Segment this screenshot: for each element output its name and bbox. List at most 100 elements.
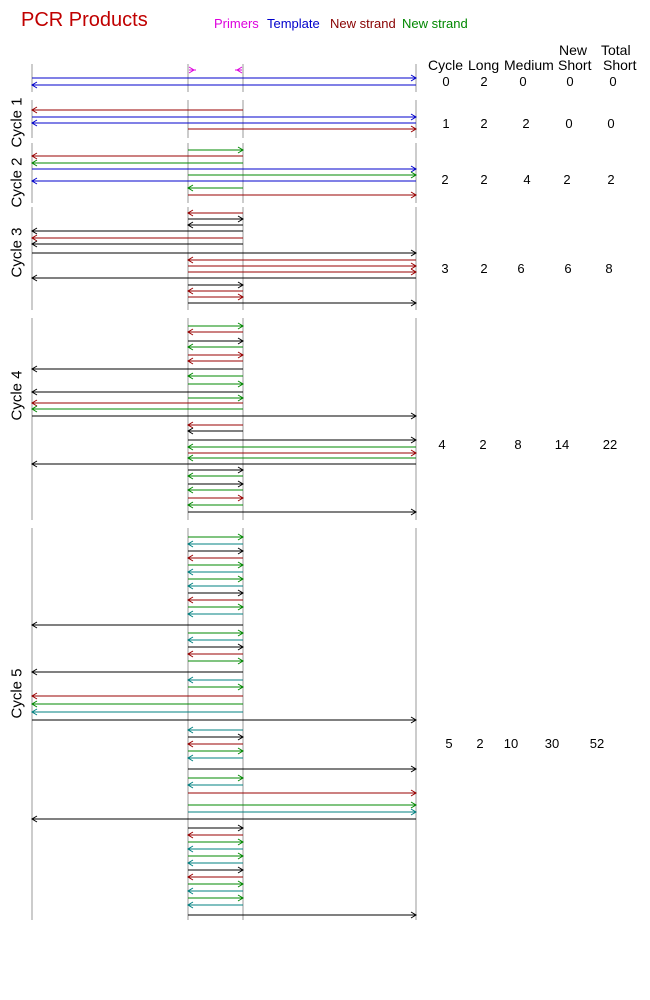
- strand-arrowhead: [187, 859, 194, 867]
- strand-arrowhead: [187, 726, 194, 734]
- cell-long-row-1: 2: [480, 116, 488, 131]
- strand-arrowhead: [237, 466, 244, 474]
- strand-arrowhead: [31, 388, 38, 396]
- cell-cycle-row-3: 3: [441, 261, 449, 276]
- cell-medium-row-3: 6: [517, 261, 525, 276]
- cell-cycle-row-4: 4: [438, 437, 446, 452]
- strand-arrowhead: [410, 268, 417, 276]
- header-total-short-bottom: Short: [603, 57, 637, 73]
- cell-new-short-row-5: 30: [544, 736, 560, 751]
- strand-arrowhead: [237, 575, 244, 583]
- strand-arrowhead: [187, 831, 194, 839]
- cell-medium-row-0: 0: [519, 74, 527, 89]
- strand-arrowhead: [31, 621, 38, 629]
- strand-arrowhead: [187, 328, 194, 336]
- cell-medium-row-2: 4: [523, 172, 531, 187]
- cell-long-row-5: 2: [476, 736, 484, 751]
- header-new-short-bottom: Short: [558, 57, 592, 73]
- strand-arrowhead: [187, 887, 194, 895]
- cycle-5-label: Cycle 5: [8, 668, 26, 719]
- strand-arrowhead: [410, 808, 417, 816]
- cell-cycle-row-2: 2: [441, 172, 449, 187]
- cell-new-short-row-1: 0: [565, 116, 573, 131]
- strand-arrowhead: [187, 472, 194, 480]
- strand-arrowhead: [31, 815, 38, 823]
- cell-long-row-3: 2: [480, 261, 488, 276]
- strand-arrowhead: [410, 125, 417, 133]
- strand-arrowhead: [410, 911, 417, 919]
- strand-arrowhead: [237, 146, 244, 154]
- strand-arrowhead: [187, 901, 194, 909]
- strand-arrowhead: [410, 789, 417, 797]
- cell-cycle-row-0: 0: [442, 74, 450, 89]
- strand-arrowhead: [187, 781, 194, 789]
- strand-arrowhead: [237, 603, 244, 611]
- cell-medium-row-5: 10: [503, 736, 519, 751]
- strand-arrowhead: [237, 547, 244, 555]
- strand-arrowhead: [410, 412, 417, 420]
- strand-arrowhead: [187, 740, 194, 748]
- header-cycle: Cycle: [428, 57, 464, 73]
- strand-arrowhead: [187, 357, 194, 365]
- strand-arrowhead: [237, 852, 244, 860]
- strand-arrowhead: [187, 650, 194, 658]
- strand-arrowhead: [187, 287, 194, 295]
- strand-arrowhead: [410, 801, 417, 809]
- strand-arrowhead: [237, 643, 244, 651]
- strand-arrowhead: [187, 343, 194, 351]
- strand-arrowhead: [237, 866, 244, 874]
- strand-arrowhead: [410, 74, 417, 82]
- strand-arrowhead: [237, 215, 244, 223]
- strand-arrowhead: [237, 894, 244, 902]
- cell-new-short-row-0: 0: [566, 74, 574, 89]
- strand-arrowhead: [237, 322, 244, 330]
- strand-arrowhead: [410, 716, 417, 724]
- strand-arrowhead: [31, 81, 38, 89]
- strand-arrowhead: [237, 337, 244, 345]
- strand-arrowhead: [237, 683, 244, 691]
- header-long: Long: [468, 57, 500, 73]
- strand-arrowhead: [31, 240, 38, 248]
- cell-cycle-row-1: 1: [442, 116, 450, 131]
- primer-forward: [188, 66, 196, 74]
- strand-arrowhead: [237, 657, 244, 665]
- strand-arrowhead: [237, 629, 244, 637]
- cycle-3-label: Cycle 3: [8, 227, 26, 278]
- strand-arrowhead: [410, 191, 417, 199]
- strand-arrowhead: [237, 293, 244, 301]
- strand-arrowhead: [187, 845, 194, 853]
- strand-arrowhead: [410, 449, 417, 457]
- cell-total-short-row-2: 2: [607, 172, 615, 187]
- cell-long-row-2: 2: [480, 172, 488, 187]
- strand-arrowhead: [237, 838, 244, 846]
- strand-arrowhead: [410, 113, 417, 121]
- strand-arrowhead: [237, 351, 244, 359]
- strand-arrowhead: [31, 460, 38, 468]
- strand-arrowhead: [31, 152, 38, 160]
- strand-arrowhead: [237, 394, 244, 402]
- legend-template: Template: [267, 16, 320, 31]
- strand-arrowhead: [31, 399, 38, 407]
- strand-arrowhead: [237, 533, 244, 541]
- strand-arrowhead: [31, 365, 38, 373]
- strand-arrowhead: [410, 765, 417, 773]
- strand-arrowhead: [31, 119, 38, 127]
- strand-arrowhead: [187, 454, 194, 462]
- strand-arrowhead: [237, 824, 244, 832]
- strand-arrowhead: [187, 427, 194, 435]
- cell-total-short-row-0: 0: [609, 74, 617, 89]
- cell-new-short-row-4: 14: [554, 437, 570, 452]
- strand-arrowhead: [187, 501, 194, 509]
- strand-arrowhead: [187, 596, 194, 604]
- strand-arrowhead: [187, 610, 194, 618]
- strand-arrowhead: [237, 880, 244, 888]
- strand-arrowhead: [187, 676, 194, 684]
- cell-long-row-0: 2: [480, 74, 488, 89]
- strand-arrowhead: [187, 540, 194, 548]
- strand-arrowhead: [237, 733, 244, 741]
- primer-reverse: [235, 66, 243, 74]
- cell-cycle-row-5: 5: [445, 736, 453, 751]
- strand-arrowhead: [31, 159, 38, 167]
- strand-arrowhead: [31, 708, 38, 716]
